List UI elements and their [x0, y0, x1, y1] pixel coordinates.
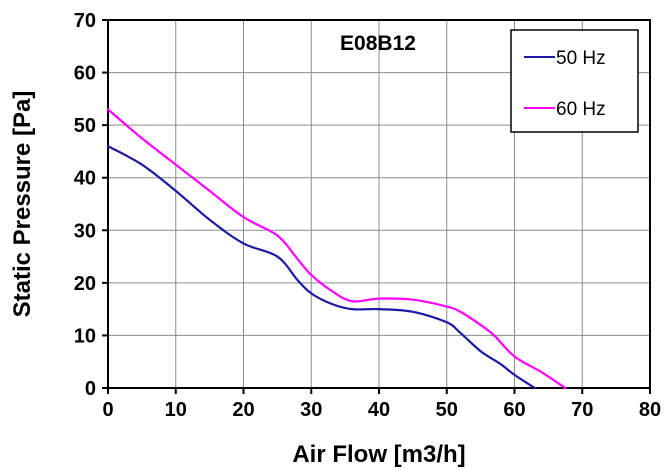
series-line-0 — [106, 145, 536, 390]
y-axis-title: Static Pressure [Pa] — [9, 91, 36, 318]
x-axis-title: Air Flow [m3/h] — [292, 441, 465, 468]
x-tick-label: 20 — [232, 399, 254, 421]
x-tick-label: 0 — [102, 399, 113, 421]
x-tick-label: 40 — [368, 399, 390, 421]
x-axis: 0 10 20 30 40 50 60 70 80 — [102, 388, 661, 421]
x-tick-label: 70 — [571, 399, 593, 421]
x-tick-label: 50 — [436, 399, 458, 421]
series-line-1 — [106, 108, 567, 390]
y-tick-label: 0 — [85, 378, 96, 400]
y-tick-label: 20 — [74, 273, 96, 295]
y-tick-label: 50 — [74, 115, 96, 137]
y-tick-label: 40 — [74, 168, 96, 190]
x-tick-label: 80 — [639, 399, 661, 421]
legend: 50 Hz 60 Hz — [510, 29, 639, 133]
series-layer — [106, 108, 567, 390]
legend-label-60hz: 60 Hz — [556, 99, 606, 120]
y-tick-label: 70 — [74, 10, 96, 32]
y-tick-label: 60 — [74, 63, 96, 85]
x-tick-label: 60 — [503, 399, 525, 421]
x-tick-label: 10 — [165, 399, 187, 421]
chart-title: E08B12 — [340, 32, 416, 55]
x-tick-label: 30 — [300, 399, 322, 421]
legend-label-50hz: 50 Hz — [556, 48, 606, 69]
y-tick-label: 30 — [74, 220, 96, 242]
y-axis: 0 10 20 30 40 50 60 70 — [74, 10, 108, 400]
legend-box — [510, 29, 639, 133]
y-tick-label: 10 — [74, 325, 96, 347]
